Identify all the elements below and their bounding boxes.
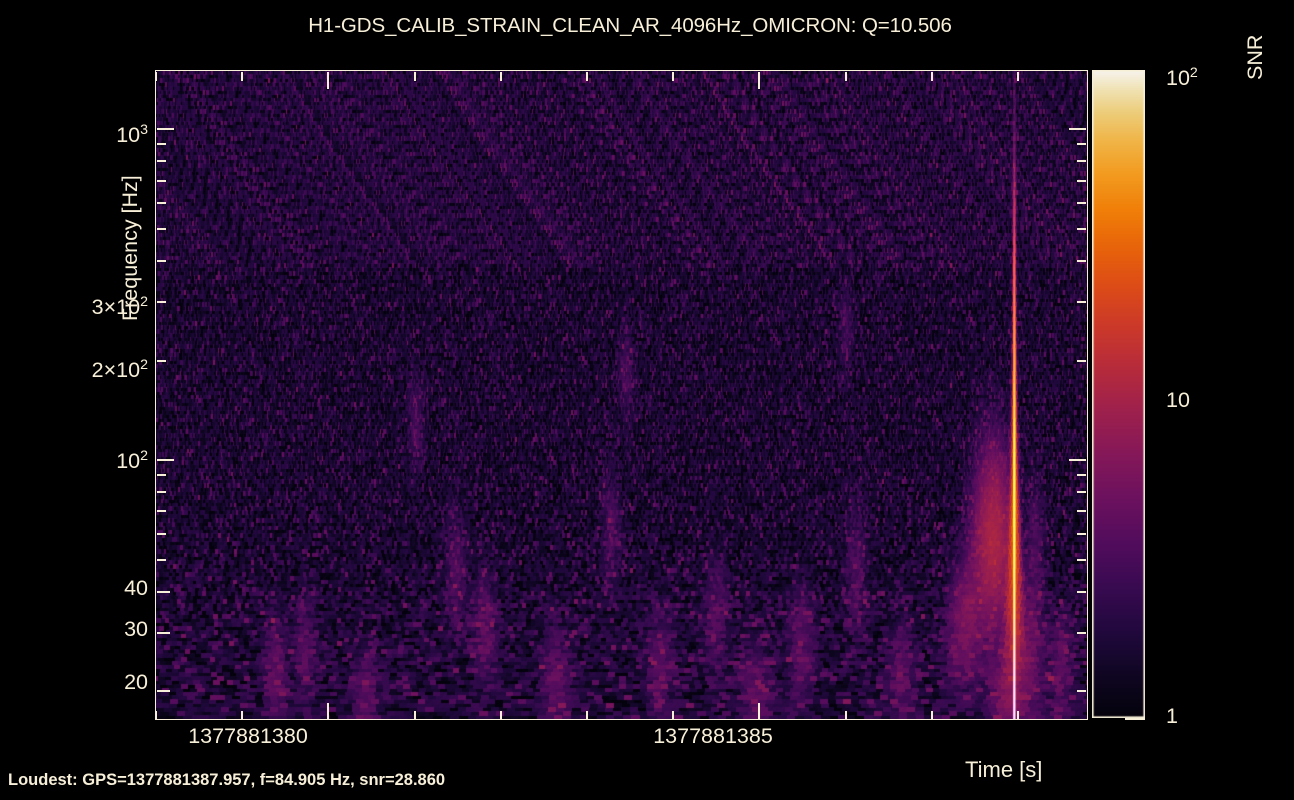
tick-mark [845,710,847,720]
tick-mark [1077,160,1086,162]
tick-mark [156,533,166,535]
y-tick-label: 102 [116,448,148,474]
tick-mark [156,510,166,512]
plot-area: Frequency [Hz] [118,70,1088,720]
tick-mark [672,71,674,81]
figure-title: H1-GDS_CALIB_STRAIN_CLEAN_AR_4096Hz_OMIC… [308,14,952,37]
tick-mark [1077,228,1086,230]
x-axis-label: Time [s] [965,757,1043,782]
tick-mark [1125,718,1145,720]
colorbar-label: SNR [1243,34,1267,80]
tick-mark [586,710,588,720]
x-tick-label: 1377881385 [653,724,773,748]
tick-mark [500,71,502,81]
tick-mark [327,71,329,89]
colorbar-gradient [1092,70,1145,718]
y-tick-label: 2×102 [91,357,148,383]
tick-mark [1077,533,1086,535]
y-tick-label: 3×102 [91,294,148,320]
loudest-event-caption: Loudest: GPS=1377881387.957, f=84.905 Hz… [8,771,446,789]
tick-mark [931,71,933,81]
tick-mark [1077,260,1086,262]
tick-mark [414,710,416,720]
tick-mark [156,143,166,145]
tick-mark [156,474,166,476]
tick-mark [241,71,243,81]
tick-mark [156,559,166,561]
tick-mark [156,228,166,230]
y-tick-label: 20 [124,670,148,694]
y-tick-label: 30 [124,617,148,641]
tick-mark [1077,360,1086,362]
colorbar-tick-label: 10 [1166,388,1190,412]
x-tick-label: 1377881380 [188,724,308,748]
tick-mark [155,710,157,720]
tick-mark [156,491,166,493]
tick-mark [931,710,933,720]
tick-mark [1017,71,1019,81]
tick-mark [156,360,166,362]
tick-mark [1077,591,1086,593]
tick-mark [1077,474,1086,476]
tick-mark [327,702,329,720]
tick-mark [1077,491,1086,493]
tick-mark [1077,510,1086,512]
tick-mark [155,71,157,81]
spectrogram-heatmap [156,71,1087,719]
tick-mark [241,710,243,720]
tick-mark [1069,459,1086,461]
tick-mark [156,459,174,461]
tick-mark [1077,143,1086,145]
colorbar-tick-label: 102 [1166,65,1198,91]
tick-mark [500,710,502,720]
y-axis-label: Frequency [Hz] [118,175,142,321]
tick-mark [1077,301,1086,303]
tick-mark [156,202,166,204]
tick-mark [156,160,166,162]
tick-mark [1077,180,1086,182]
tick-mark [414,71,416,81]
colorbar [1092,70,1145,718]
y-tick-label: 103 [116,122,148,148]
tick-mark [586,71,588,81]
tick-mark [1069,128,1086,130]
tick-mark [758,71,760,89]
tick-mark [1017,710,1019,720]
tick-mark [156,690,170,692]
tick-mark [1077,202,1086,204]
tick-mark [758,702,760,720]
tick-mark [156,591,170,593]
tick-mark [845,71,847,81]
tick-mark [156,260,166,262]
tick-mark [1077,690,1086,692]
tick-mark [156,180,166,182]
tick-mark [156,632,170,634]
y-axis-tick-labels: 103 3×102 2×102 102 40 30 20 [0,0,148,800]
y-tick-label: 40 [124,576,148,600]
colorbar-tick-label: 1 [1166,704,1178,728]
tick-mark [156,128,174,130]
tick-mark [156,301,166,303]
tick-mark [1077,559,1086,561]
tick-mark [1077,632,1086,634]
tick-mark [672,710,674,720]
